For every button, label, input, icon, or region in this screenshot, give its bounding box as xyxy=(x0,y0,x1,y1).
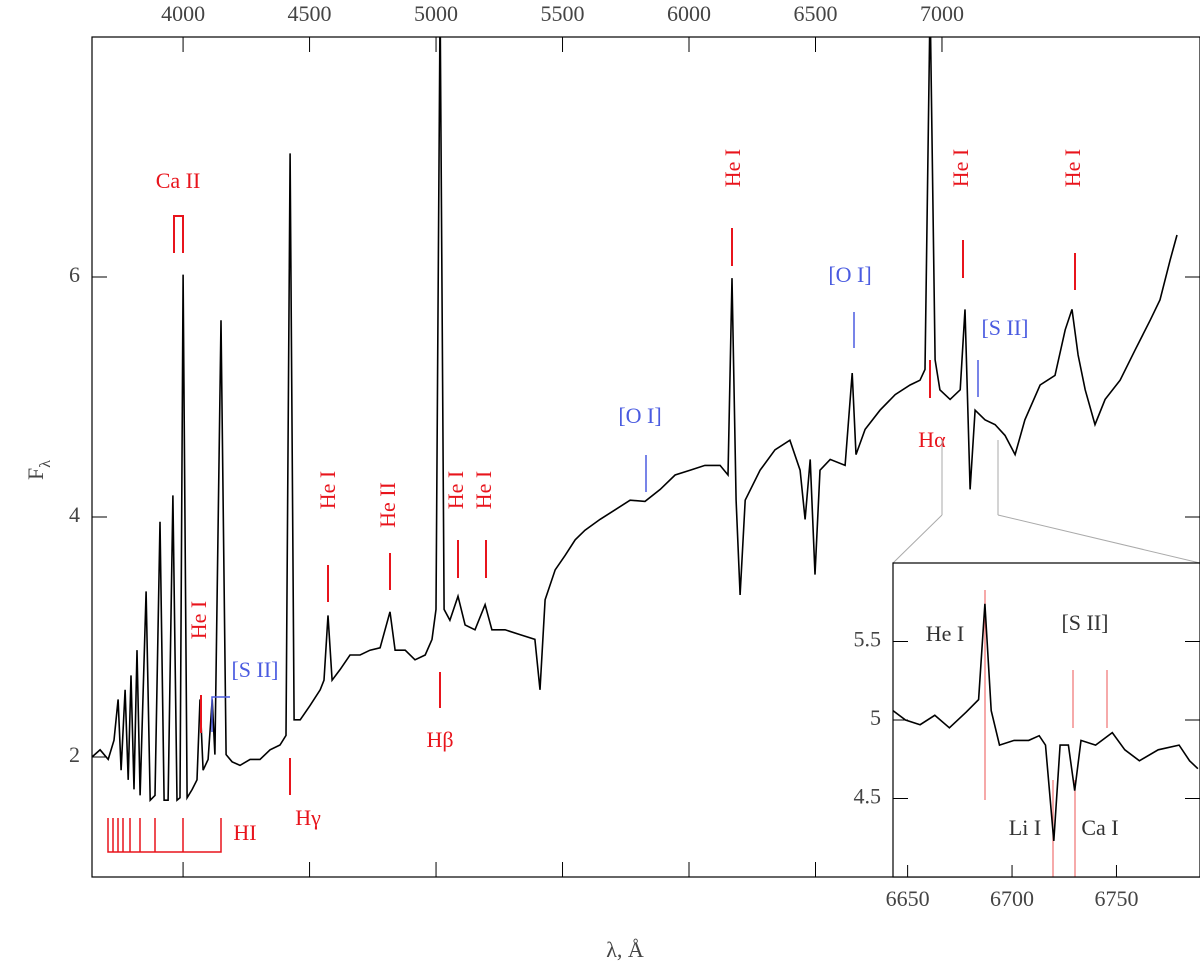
annotation: Hβ xyxy=(426,727,453,752)
y-tick-label: 4 xyxy=(69,502,80,527)
y-tick-label: 5.5 xyxy=(854,627,882,652)
inset-plot: 6650 6700 6750 4.5 5 5.5 He I [S II] Li I Ca I xyxy=(854,562,1200,911)
x-tick-label: 5000 xyxy=(414,1,458,26)
annotation: [S II] xyxy=(231,657,278,682)
annotation: [S II] xyxy=(1061,610,1108,635)
main-plot: 4000 4500 5000 5500 6000 6500 7000 2 4 6 λ, Å Fλ Ca … xyxy=(23,1,1200,962)
annotation: HI xyxy=(233,820,256,845)
annotation: [O I] xyxy=(618,403,661,428)
plot-frame xyxy=(91,36,1200,878)
y-axis-label-main: F xyxy=(23,468,48,480)
annotation: Ca II xyxy=(156,168,201,193)
spectrum-line xyxy=(893,603,1199,841)
annotation: [S II] xyxy=(981,315,1028,340)
x-tick-label: 6700 xyxy=(990,886,1034,911)
line-markers xyxy=(107,215,1076,853)
x-tick-label: 6750 xyxy=(1094,886,1138,911)
x-tick-label: 4500 xyxy=(288,1,332,26)
spectrum-line xyxy=(92,37,1178,803)
y-tick-label: 5 xyxy=(870,705,881,730)
annotation: Li I xyxy=(1009,815,1041,840)
annotation: He I xyxy=(948,149,973,187)
x-tick-label: 5500 xyxy=(541,1,585,26)
y-tick-label: 6 xyxy=(69,262,80,287)
blue-markers xyxy=(211,312,979,732)
x-tick-label: 6000 xyxy=(667,1,711,26)
x-axis-label: λ, Å xyxy=(606,937,644,962)
annotation: Hγ xyxy=(295,805,321,830)
y-tick-label: 2 xyxy=(69,742,80,767)
inset-connectors xyxy=(892,440,1200,564)
annotation: He I xyxy=(720,149,745,187)
y-tick-label: 4.5 xyxy=(854,784,882,809)
annotation: He I xyxy=(186,601,211,639)
annotation: He I xyxy=(471,471,496,509)
annotation: Ca I xyxy=(1081,815,1118,840)
annotation: He I xyxy=(443,471,468,509)
annotation: He I xyxy=(1060,149,1085,187)
annotation: He I xyxy=(926,621,964,646)
annotation: He I xyxy=(315,471,340,509)
y-axis-label-subscript: λ xyxy=(37,460,54,468)
y-axis-label: Fλ xyxy=(23,460,54,480)
inset-background xyxy=(893,563,1200,877)
x-tick-label: 7000 xyxy=(920,1,964,26)
annotation: [O I] xyxy=(828,262,871,287)
annotation: He II xyxy=(375,482,400,528)
x-tick-label: 6650 xyxy=(886,886,930,911)
x-tick-label: 4000 xyxy=(161,1,205,26)
x-tick-label: 6500 xyxy=(793,1,837,26)
